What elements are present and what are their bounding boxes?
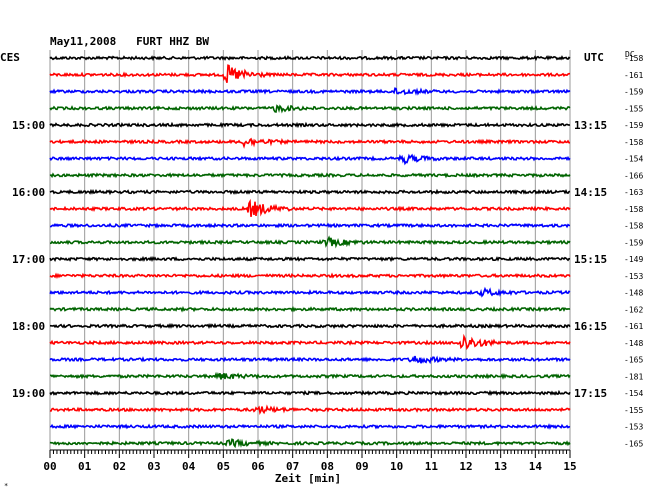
x-tick-label: 00 [43,460,56,473]
left-time-label: 19:00 [12,387,45,400]
dc-offset-label: -159 [624,121,643,130]
x-tick-label: 10 [390,460,403,473]
dc-offset-label: -161 [624,322,643,331]
x-tick-label: 08 [321,460,334,473]
dc-offset-label: -153 [624,272,643,281]
trace-13 [49,255,571,263]
dc-offset-label: -148 [624,289,643,298]
dc-offset-label: -159 [624,88,643,97]
x-tick-label: 01 [78,460,92,473]
dc-offset-label: -154 [624,389,643,398]
dc-offset-label: -166 [624,171,643,180]
x-tick-label: 15 [563,460,576,473]
dc-offset-label: -161 [624,71,643,80]
trace-3 [49,87,571,96]
trace-11 [49,222,571,229]
trace-18 [49,333,571,351]
right-time-label: 14:15 [574,186,607,199]
x-axis: 00 01 02 03 04 05 06 07 08 09 10 11 12 13 14 15 [43,449,577,473]
right-time-label: 15:15 [574,253,607,266]
left-time-label: 18:00 [12,320,45,333]
right-time-label: 13:15 [574,119,607,132]
trace-20 [49,371,571,380]
trace-23 [49,423,571,430]
trace-21 [49,389,571,397]
x-tick-label: 02 [113,460,126,473]
dc-offset-label: -158 [624,205,643,214]
dc-offset-label: -154 [624,155,643,164]
dc-offset-label: -148 [624,339,643,348]
trace-group [49,55,571,449]
trace-10 [49,198,571,217]
dc-offset-label: -155 [624,406,643,415]
trace-5 [49,121,571,129]
left-time-label: 16:00 [12,186,45,199]
x-tick-label: 11 [425,460,439,473]
right-time-labels: 13:15 14:15 15:15 16:15 17:15 [574,119,607,400]
trace-1 [49,55,571,62]
left-time-label: 17:00 [12,253,45,266]
dc-offset-label: -158 [624,138,643,147]
dc-offset-label: -158 [624,222,643,231]
right-time-label: 17:15 [574,387,607,400]
dc-offset-labels: -158 -161 -159 -155 -159 -158 -154 -166 -163 -158… [624,54,643,448]
dc-offset-label: -153 [624,423,643,432]
trace-4 [49,104,571,114]
trace-19 [49,355,571,365]
x-tick-label: 07 [286,460,299,473]
trace-22 [49,404,571,415]
left-time-labels: 15:00 16:00 17:00 18:00 19:00 [12,119,45,400]
corner-mark: * [4,482,8,490]
trace-12 [49,235,571,249]
dc-offset-label: -181 [624,372,643,381]
time-grid [49,50,571,450]
trace-24 [49,438,571,449]
trace-16 [49,305,571,313]
trace-15 [49,286,571,298]
trace-7 [49,153,571,166]
dc-offset-label: -165 [624,356,643,365]
dc-offset-label: -158 [624,54,643,63]
trace-2 [49,64,571,83]
left-time-label: 15:00 [12,119,45,132]
dc-offset-label: -165 [624,439,643,448]
x-tick-label: 05 [217,460,230,473]
x-axis-label: Zeit [min] [275,472,341,485]
x-tick-label: 04 [182,460,196,473]
right-time-label: 16:15 [574,320,607,333]
dc-offset-label: -163 [624,188,643,197]
x-tick-label: 14 [529,460,543,473]
chart-title: May11,2008 FURT HHZ BW [50,35,209,48]
dc-offset-label: -149 [624,255,643,264]
x-tick-label: 03 [147,460,160,473]
left-timezone-label: CES [0,51,20,64]
x-tick-label: 12 [459,460,472,473]
trace-6 [49,137,571,149]
x-tick-label: 09 [355,460,368,473]
dc-label: DC [625,50,635,59]
dc-offset-label: -155 [624,104,643,113]
trace-17 [49,322,571,330]
dc-offset-label: -159 [624,238,643,247]
x-tick-label: 06 [251,460,265,473]
trace-8 [49,172,571,179]
dc-offset-label: -162 [624,305,643,314]
x-tick-label: 13 [494,460,507,473]
trace-9 [49,188,571,196]
trace-14 [49,272,571,280]
right-timezone-label: UTC [584,51,604,64]
